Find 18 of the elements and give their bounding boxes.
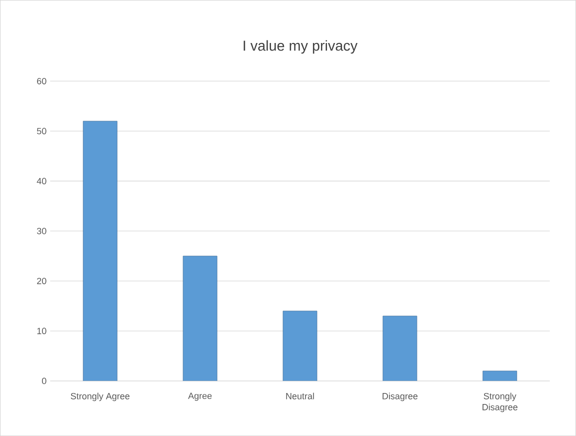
bar	[482, 370, 518, 381]
bar	[182, 256, 218, 381]
y-tick-label: 40	[36, 178, 46, 184]
y-tick-label: 30	[36, 228, 46, 234]
x-tick-label: Agree	[188, 392, 212, 401]
x-tick-label: Strongly Agree	[70, 392, 130, 402]
x-tick-label: Neutral	[286, 392, 314, 400]
chart-title: I value my privacy	[244, 40, 358, 54]
y-tick-label: 60	[37, 78, 46, 84]
bar	[382, 316, 418, 381]
y-tick-label: 50	[36, 128, 46, 134]
x-tick-label: Strongly Disagree	[482, 392, 518, 412]
y-tick-label: 10	[37, 328, 46, 334]
y-tick-label: 0	[42, 378, 46, 384]
bar	[282, 310, 318, 381]
x-tick-label: Disagree	[382, 392, 418, 402]
y-tick-label: 20	[37, 278, 46, 284]
bar	[82, 120, 118, 381]
